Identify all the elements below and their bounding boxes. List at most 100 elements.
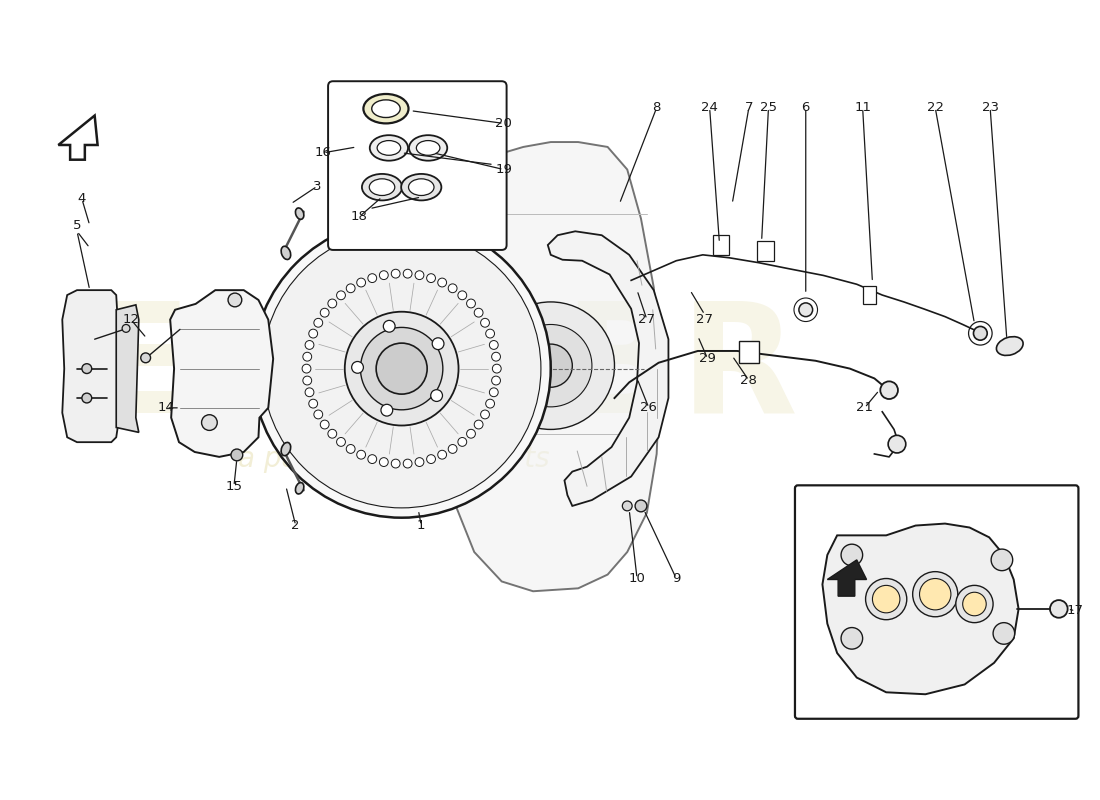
- Ellipse shape: [377, 141, 400, 155]
- Text: 1: 1: [417, 519, 426, 532]
- Circle shape: [427, 454, 436, 463]
- Text: 18: 18: [351, 210, 367, 223]
- Circle shape: [438, 450, 447, 459]
- Text: 22: 22: [926, 102, 944, 114]
- Ellipse shape: [997, 337, 1023, 355]
- Circle shape: [880, 382, 898, 399]
- Circle shape: [493, 364, 502, 373]
- Circle shape: [381, 404, 393, 416]
- Circle shape: [314, 410, 322, 419]
- Circle shape: [962, 592, 987, 616]
- Ellipse shape: [409, 135, 448, 161]
- Circle shape: [305, 388, 314, 397]
- Circle shape: [392, 270, 400, 278]
- Circle shape: [337, 291, 345, 300]
- Circle shape: [799, 303, 813, 317]
- Circle shape: [427, 274, 436, 282]
- Ellipse shape: [362, 174, 403, 201]
- Circle shape: [635, 500, 647, 512]
- Circle shape: [328, 430, 337, 438]
- Circle shape: [379, 458, 388, 466]
- Circle shape: [309, 329, 318, 338]
- Circle shape: [376, 343, 427, 394]
- Text: 4: 4: [78, 193, 86, 206]
- Circle shape: [309, 399, 318, 408]
- Circle shape: [487, 302, 615, 430]
- Circle shape: [231, 449, 243, 461]
- Circle shape: [529, 344, 572, 387]
- Circle shape: [490, 388, 498, 397]
- Circle shape: [356, 450, 365, 459]
- Circle shape: [302, 376, 311, 385]
- Ellipse shape: [363, 94, 408, 123]
- FancyBboxPatch shape: [328, 82, 507, 250]
- Circle shape: [438, 278, 447, 287]
- Text: 11: 11: [854, 102, 871, 114]
- Text: 23: 23: [981, 102, 999, 114]
- Circle shape: [913, 572, 958, 617]
- Circle shape: [842, 544, 862, 566]
- Circle shape: [466, 299, 475, 308]
- Text: 27: 27: [638, 313, 656, 326]
- Circle shape: [1050, 600, 1068, 618]
- Polygon shape: [170, 290, 273, 457]
- Circle shape: [415, 458, 424, 466]
- Text: 28: 28: [740, 374, 757, 387]
- Text: 26: 26: [640, 402, 658, 414]
- Circle shape: [842, 627, 862, 649]
- Ellipse shape: [370, 135, 408, 161]
- Circle shape: [356, 278, 365, 287]
- Circle shape: [383, 320, 395, 332]
- Circle shape: [974, 326, 987, 340]
- Polygon shape: [58, 115, 98, 160]
- Text: 3: 3: [314, 180, 321, 193]
- Text: 7: 7: [745, 102, 754, 114]
- Polygon shape: [827, 560, 867, 596]
- Ellipse shape: [402, 174, 441, 201]
- Circle shape: [228, 293, 242, 307]
- Circle shape: [492, 352, 500, 361]
- Circle shape: [328, 299, 337, 308]
- Circle shape: [458, 438, 466, 446]
- Text: 5: 5: [73, 219, 81, 232]
- Ellipse shape: [372, 100, 400, 118]
- Text: 27: 27: [696, 313, 713, 326]
- Circle shape: [122, 325, 130, 332]
- Circle shape: [404, 459, 412, 468]
- Circle shape: [302, 352, 311, 361]
- Text: 8: 8: [652, 102, 661, 114]
- Polygon shape: [117, 305, 139, 432]
- Polygon shape: [713, 235, 729, 255]
- Text: 6: 6: [802, 102, 810, 114]
- Circle shape: [448, 445, 456, 454]
- Circle shape: [346, 284, 355, 293]
- Circle shape: [81, 364, 91, 374]
- Circle shape: [888, 435, 905, 453]
- Polygon shape: [823, 523, 1019, 694]
- Circle shape: [486, 399, 495, 408]
- Circle shape: [991, 549, 1013, 570]
- Ellipse shape: [408, 179, 435, 195]
- Ellipse shape: [282, 246, 290, 259]
- Circle shape: [367, 274, 376, 282]
- Polygon shape: [63, 290, 119, 442]
- Text: 10: 10: [628, 572, 646, 585]
- Circle shape: [474, 308, 483, 317]
- Circle shape: [920, 578, 950, 610]
- Text: a passion for car parts: a passion for car parts: [238, 445, 550, 473]
- Text: 16: 16: [315, 146, 331, 159]
- Text: 15: 15: [226, 480, 242, 493]
- Ellipse shape: [417, 141, 440, 155]
- Ellipse shape: [296, 208, 304, 219]
- Text: 2: 2: [292, 519, 300, 532]
- Text: 20: 20: [495, 117, 513, 130]
- Text: 14: 14: [157, 402, 175, 414]
- Circle shape: [320, 420, 329, 429]
- Circle shape: [872, 586, 900, 613]
- Circle shape: [404, 270, 412, 278]
- Circle shape: [201, 414, 218, 430]
- Polygon shape: [757, 241, 774, 261]
- Polygon shape: [441, 142, 661, 591]
- Text: 25: 25: [760, 102, 777, 114]
- Circle shape: [361, 327, 443, 410]
